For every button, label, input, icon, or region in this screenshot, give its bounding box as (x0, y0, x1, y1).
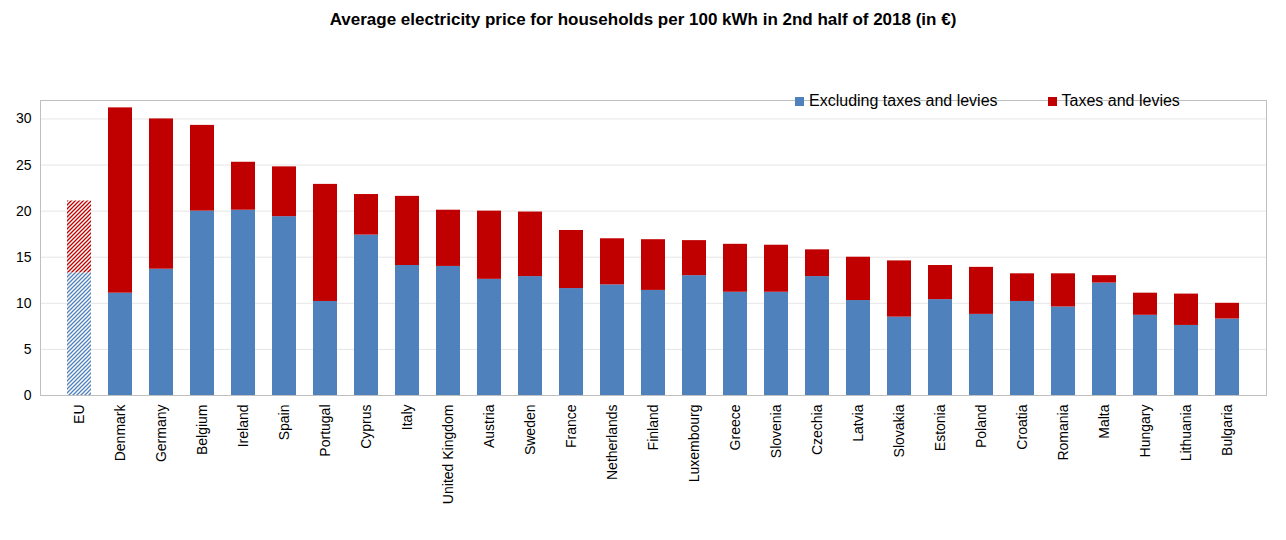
svg-text:Denmark: Denmark (112, 404, 128, 462)
svg-text:Estonia: Estonia (932, 404, 948, 451)
svg-text:Cyprus: Cyprus (358, 405, 374, 449)
svg-text:Slovenia: Slovenia (768, 404, 784, 458)
svg-text:Malta: Malta (1096, 404, 1112, 438)
svg-text:Slovakia: Slovakia (891, 404, 907, 457)
svg-text:Italy: Italy (399, 405, 415, 431)
svg-text:Bulgaria: Bulgaria (1219, 404, 1235, 456)
svg-text:30: 30 (16, 110, 32, 126)
svg-text:Austria: Austria (481, 404, 497, 448)
svg-text:Belgium: Belgium (194, 405, 210, 456)
svg-text:Romania: Romania (1055, 404, 1071, 460)
svg-text:Netherlands: Netherlands (604, 405, 620, 481)
svg-text:Luxembourg: Luxembourg (686, 405, 702, 483)
svg-text:EU: EU (71, 405, 87, 424)
svg-text:Sweden: Sweden (522, 405, 538, 456)
svg-text:Poland: Poland (973, 405, 989, 449)
svg-text:15: 15 (16, 249, 32, 265)
svg-text:0: 0 (24, 387, 32, 403)
svg-text:Latvia: Latvia (850, 404, 866, 442)
svg-text:Portugal: Portugal (317, 405, 333, 457)
svg-text:Lithuania: Lithuania (1178, 404, 1194, 461)
svg-text:Germany: Germany (153, 405, 169, 463)
svg-text:Finland: Finland (645, 405, 661, 451)
svg-text:United Kingdom: United Kingdom (440, 405, 456, 505)
svg-text:France: France (563, 404, 579, 448)
svg-text:Ireland: Ireland (235, 405, 251, 448)
svg-text:Hungary: Hungary (1137, 405, 1153, 458)
html-text:Average electricity price for: Average electricity price for households… (329, 10, 957, 29)
svg-text:Croatia: Croatia (1014, 404, 1030, 449)
svg-text:Spain: Spain (276, 405, 292, 441)
svg-text:Czechia: Czechia (809, 404, 825, 455)
html-text:Taxes and levies: Taxes and levies (1061, 92, 1180, 109)
svg-text:20: 20 (16, 203, 32, 219)
svg-text:Greece: Greece (727, 404, 743, 450)
html-text:Excluding taxes and levies: Excluding taxes and levies (809, 92, 998, 109)
svg-text:25: 25 (16, 157, 32, 173)
svg-text:5: 5 (24, 341, 32, 357)
svg-text:10: 10 (16, 295, 32, 311)
